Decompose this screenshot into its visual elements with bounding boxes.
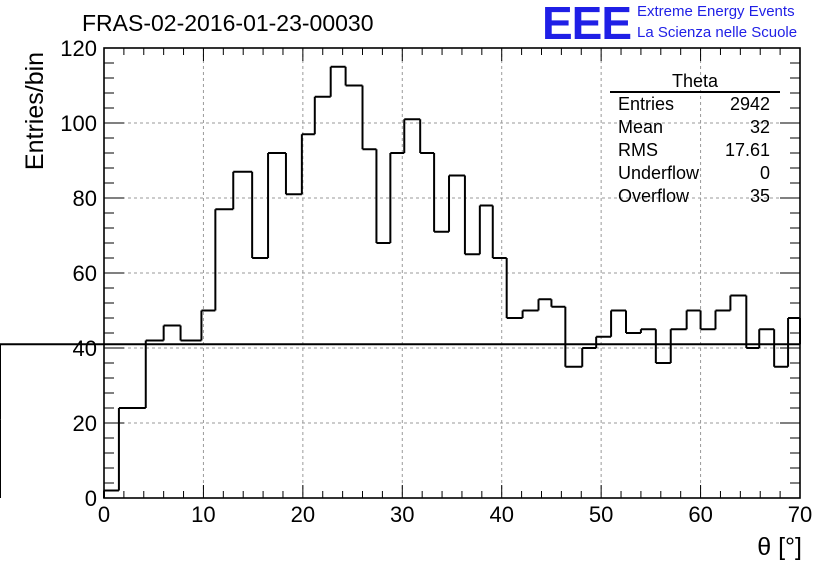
histogram-bin	[200, 309, 216, 341]
histogram-bin	[329, 65, 346, 97]
histogram-bin	[564, 306, 583, 368]
stats-label: Entries	[618, 94, 675, 114]
histogram-bin	[117, 407, 146, 491]
stats-value: 2942	[729, 94, 770, 114]
grid-lines	[104, 48, 800, 498]
histogram-bin	[463, 175, 480, 256]
logo-text-line1: Extreme Energy Events	[637, 3, 795, 20]
histogram-bin	[361, 85, 377, 151]
histogram-bin	[0, 318, 801, 346]
histogram-bin	[521, 309, 539, 318]
histogram-series	[0, 65, 801, 498]
histogram-bin	[639, 328, 656, 333]
y-tick-label: 0	[85, 486, 97, 511]
stats-label: Mean	[618, 117, 664, 137]
y-tick-label: 20	[73, 411, 97, 436]
stats-value: 32	[749, 117, 770, 137]
histogram-bin	[162, 324, 181, 341]
histogram-bin	[433, 153, 450, 233]
histogram-bin	[403, 118, 421, 153]
histogram-bin	[625, 310, 641, 334]
x-axis-label: θ [°]	[757, 533, 802, 561]
stats-row-overflow: Overflow 35	[610, 185, 780, 208]
histogram-bin	[478, 204, 493, 255]
histogram-bin	[179, 325, 202, 342]
stats-row-entries: Entries 2942	[610, 93, 780, 116]
histogram-bin	[300, 133, 315, 195]
x-tick-label: 30	[390, 502, 414, 527]
eee-logo: EEE	[542, 0, 632, 49]
chart-title: FRAS-02-2016-01-23-00030	[82, 10, 374, 36]
histogram-bin	[419, 119, 435, 154]
x-tick-label: 40	[489, 502, 513, 527]
histogram-bin	[773, 329, 789, 368]
tick-labels: 0 10 20 30 40 50 60 70 0 20 40 60 80 100 120	[60, 36, 812, 527]
stats-title: Theta	[610, 70, 780, 93]
y-tick-label: 80	[73, 186, 97, 211]
histogram-bin	[448, 174, 465, 232]
y-tick-label: 100	[60, 111, 97, 136]
stats-value: 17.61	[724, 140, 770, 160]
histogram-bin	[699, 310, 716, 331]
histogram-bin	[581, 347, 597, 367]
histogram-bin	[729, 294, 747, 311]
histogram-bin	[505, 258, 523, 319]
histogram-bin	[610, 309, 626, 337]
y-axis-label: Entries/bin	[21, 51, 49, 171]
histogram-bin	[214, 208, 234, 311]
histogram-bin	[714, 309, 731, 330]
histogram-bin	[313, 95, 331, 135]
histogram-bin	[232, 170, 253, 210]
histogram-bin	[267, 152, 286, 258]
stats-row-rms: RMS 17.61	[610, 139, 780, 162]
histogram-bin	[685, 309, 701, 330]
axis-ticks	[103, 47, 801, 499]
histogram-bin	[669, 328, 687, 363]
y-tick-label: 40	[73, 336, 97, 361]
y-tick-label: 60	[73, 261, 97, 286]
histogram-bin	[251, 171, 269, 259]
histogram-bin	[550, 299, 566, 308]
histogram-bin	[144, 339, 164, 408]
x-tick-label: 20	[291, 502, 315, 527]
histogram-bin	[284, 153, 302, 196]
stats-row-mean: Mean 32	[610, 116, 780, 139]
histogram-bin	[103, 489, 119, 498]
stats-value: 35	[749, 186, 770, 206]
histogram-bin	[537, 298, 552, 311]
stats-box: Theta Entries 2942 Mean 32 RMS 17.61 Und…	[610, 70, 780, 208]
stats-row-underflow: Underflow 0	[610, 162, 780, 185]
stats-label: RMS	[618, 140, 658, 160]
y-tick-label: 120	[60, 36, 97, 61]
stats-label: Underflow	[618, 163, 700, 183]
logo-text-line2: La Scienza nelle Scuole	[637, 24, 798, 41]
x-tick-label: 10	[191, 502, 215, 527]
histogram-bin	[787, 317, 800, 367]
x-tick-label: 70	[788, 502, 812, 527]
histogram-bin	[595, 335, 612, 348]
histogram-bin	[491, 205, 507, 259]
stats-label: Overflow	[618, 186, 690, 206]
x-tick-label: 60	[688, 502, 712, 527]
histogram-bin	[389, 152, 405, 243]
x-tick-label: 0	[98, 502, 110, 527]
histogram-bin	[344, 66, 363, 87]
x-tick-label: 50	[589, 502, 613, 527]
histogram-bin	[654, 329, 671, 364]
stats-value: 0	[759, 163, 770, 183]
histogram-bin	[375, 149, 391, 244]
histogram-bin	[745, 295, 760, 349]
